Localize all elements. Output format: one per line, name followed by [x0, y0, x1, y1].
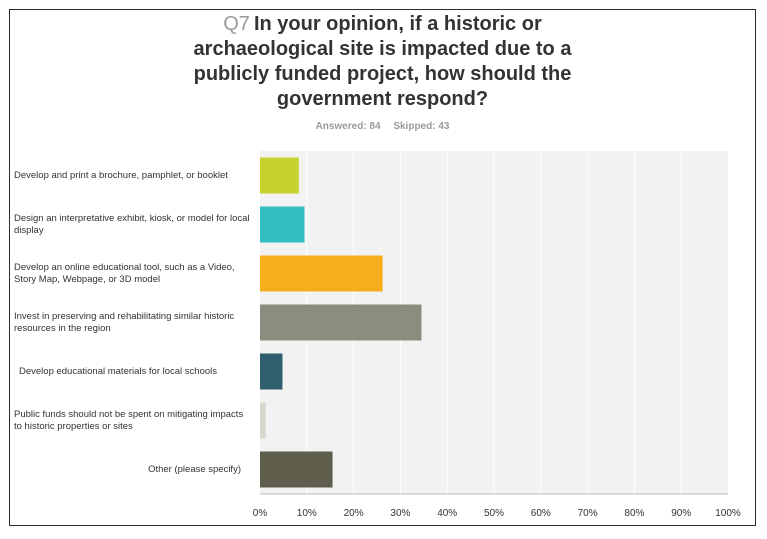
bar-2: [260, 206, 305, 243]
response-stats: Answered: 84 Skipped: 43: [9, 121, 756, 132]
x-tick-label: 50%: [484, 508, 504, 519]
category-label-5: Develop educational materials for local …: [19, 365, 218, 377]
title-text-1: In your opinion, if a historic or: [253, 13, 542, 35]
question-number: Q7: [223, 13, 250, 35]
bar-6: [260, 402, 266, 439]
category-label-1: Develop and print a brochure, pamphlet, …: [14, 169, 228, 181]
category-label-6: Public funds should not be spent on miti…: [14, 408, 244, 432]
x-tick-label: 0%: [253, 508, 268, 519]
x-tick-label: 90%: [671, 508, 691, 519]
x-tick-label: 100%: [715, 508, 741, 519]
x-tick-label: 20%: [344, 508, 364, 519]
x-tick-label: 60%: [531, 508, 551, 519]
category-label-2: Design an interpretative exhibit, kiosk,…: [14, 212, 250, 236]
x-tick-label: 30%: [390, 508, 410, 519]
bar-1: [260, 157, 299, 194]
category-label-4: Invest in preserving and rehabilitating …: [14, 310, 235, 334]
title-line-2: archaeological site is impacted due to a: [193, 38, 572, 60]
x-tick-label: 40%: [437, 508, 457, 519]
bar-3: [260, 255, 383, 292]
x-tick-label: 70%: [578, 508, 598, 519]
bar-4: [260, 304, 422, 341]
category-label-7: Other (please specify): [148, 463, 241, 475]
x-tick-label: 80%: [624, 508, 644, 519]
title-line-4: government respond?: [276, 88, 489, 110]
chart-title: Q7 In your opinion, if a historic or arch…: [9, 12, 756, 112]
title-line-3: publicly funded project, how should the: [193, 63, 572, 85]
title-line-1: Q7 In your opinion, if a historic or: [9, 12, 756, 37]
x-tick-label: 10%: [297, 508, 317, 519]
bar-7: [260, 451, 333, 488]
answered-count: Answered: 84: [315, 121, 381, 132]
bar-5: [260, 353, 283, 390]
skipped-count: Skipped: 43: [393, 121, 450, 132]
category-label-3: Develop an online educational tool, such…: [14, 261, 235, 285]
